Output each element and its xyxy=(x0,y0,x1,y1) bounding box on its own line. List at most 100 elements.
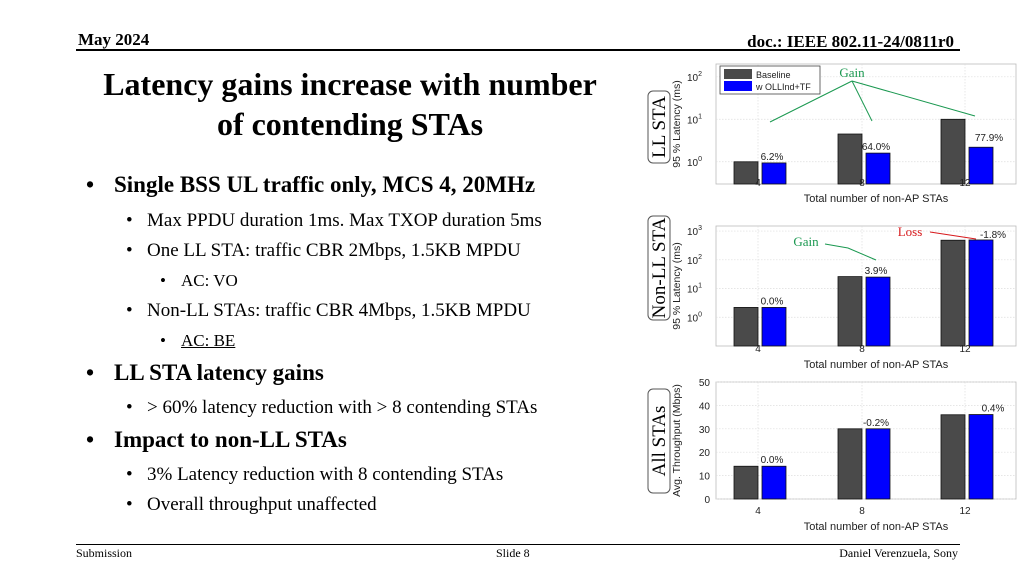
bar-baseline xyxy=(940,414,966,500)
bar-ollind xyxy=(968,414,994,500)
legend-swatch xyxy=(724,81,752,91)
bar-baseline xyxy=(837,428,863,500)
header-doc-id: doc.: IEEE 802.11-24/0811r0 xyxy=(747,32,954,51)
data-label: -1.8% xyxy=(980,230,1006,241)
loss-pointer xyxy=(929,231,977,240)
x-tick-label: 8 xyxy=(859,344,865,355)
y-tick-exponent: 3 xyxy=(698,225,702,232)
bullet-item: • Non-LL STAs: traffic CBR 4Mbps, 1.5KB M… xyxy=(126,300,531,321)
gain-pointer xyxy=(824,243,877,261)
y-tick-label: 101 xyxy=(687,113,702,126)
gain-pointer xyxy=(851,80,873,122)
legend-swatch xyxy=(724,69,752,79)
bullet-item: • Max PPDU duration 1ms. Max TXOP duratio… xyxy=(126,210,542,231)
bullet-item: • One LL STA: traffic CBR 2Mbps, 1.5KB MP… xyxy=(126,240,521,261)
y-tick-label: 102 xyxy=(687,254,702,267)
bullet-dot-icon: • xyxy=(160,331,166,350)
legend-label: Baseline xyxy=(756,70,791,80)
bar-baseline xyxy=(837,276,863,347)
legend-label: w OLLInd+TF xyxy=(755,82,811,92)
y-axis-label: 95 % Latency (ms) xyxy=(671,242,683,330)
side-label-box xyxy=(647,90,671,164)
y-tick-label: 101 xyxy=(687,283,702,296)
bar-ollind xyxy=(968,239,994,347)
charts-panel: 100 101 102 4 6.2% 8 64.0% 12 77.9% Total number … xyxy=(640,56,1024,536)
bullet-item: • 3% Latency reduction with 8 contending … xyxy=(126,464,504,485)
side-label: Non-LL STA xyxy=(649,217,670,318)
data-label: 0.0% xyxy=(761,296,784,307)
y-tick-exponent: 0 xyxy=(698,311,702,318)
bullet-item: • Overall throughput unaffected xyxy=(126,494,377,515)
data-label: 0.0% xyxy=(761,455,784,466)
bullet-item: • Single BSS UL traffic only, MCS 4, 20MH… xyxy=(86,172,536,197)
bar-baseline xyxy=(837,133,863,185)
y-tick-label: 40 xyxy=(699,401,711,412)
y-tick-label: 30 xyxy=(699,425,711,436)
x-tick-label: 12 xyxy=(959,344,971,355)
footer-divider xyxy=(76,544,960,545)
side-label-box xyxy=(647,215,671,321)
x-tick-label: 8 xyxy=(859,178,865,189)
bar-baseline xyxy=(940,239,966,347)
footer-author: Daniel Verenzuela, Sony xyxy=(839,546,958,560)
y-tick-label: 10 xyxy=(699,472,711,483)
bullet-item: • LL STA latency gains xyxy=(86,360,324,385)
x-axis-label: Total number of non-AP STAs xyxy=(804,193,949,205)
data-label: 3.9% xyxy=(865,266,888,277)
gain-annotation: Gain xyxy=(839,65,865,80)
data-label: 6.2% xyxy=(761,152,784,163)
bar-ollind xyxy=(761,307,787,347)
bullet-item: • AC: VO xyxy=(160,271,238,290)
y-tick-exponent: 2 xyxy=(698,71,702,78)
slide-title: Latency gains increase with number of co… xyxy=(70,64,630,144)
y-tick-label: 100 xyxy=(687,311,702,324)
bullet-dot-icon: • xyxy=(126,494,133,515)
bar-baseline xyxy=(733,307,759,347)
data-label: 64.0% xyxy=(862,142,890,153)
bar-baseline xyxy=(940,118,966,185)
data-label: 77.9% xyxy=(975,133,1003,144)
x-tick-label: 12 xyxy=(959,506,971,517)
bullet-item: • > 60% latency reduction with > 8 conten… xyxy=(126,397,538,418)
bullet-item: • AC: BE xyxy=(160,331,236,350)
y-tick-label: 100 xyxy=(687,156,702,169)
gain-pointer xyxy=(851,80,976,117)
bar-baseline xyxy=(733,465,759,500)
gain-pointer xyxy=(769,80,853,123)
y-tick-label: 103 xyxy=(687,225,702,238)
side-label: LL STA xyxy=(649,96,670,158)
header-divider xyxy=(76,49,960,51)
bullet-dot-icon: • xyxy=(126,464,133,485)
bullet-dot-icon: • xyxy=(126,397,133,418)
bullet-dot-icon: • xyxy=(126,210,133,231)
y-tick-exponent: 1 xyxy=(698,113,702,120)
y-tick-exponent: 1 xyxy=(698,283,702,290)
y-tick-exponent: 0 xyxy=(698,156,702,163)
loss-annotation: Loss xyxy=(898,224,923,239)
y-tick-label: 0 xyxy=(704,495,710,506)
bullet-dot-icon: • xyxy=(160,271,166,290)
bar-ollind xyxy=(865,428,891,500)
header-date: May 2024 xyxy=(78,30,150,49)
y-tick-label: 20 xyxy=(699,448,711,459)
bullet-item: • Impact to non-LL STAs xyxy=(86,427,347,452)
x-tick-label: 4 xyxy=(755,178,761,189)
y-tick-exponent: 2 xyxy=(698,254,702,261)
bullet-dot-icon: • xyxy=(86,172,95,197)
bar-baseline xyxy=(733,161,759,185)
bullet-dot-icon: • xyxy=(126,300,133,321)
footer-submission: Submission xyxy=(76,546,133,560)
y-tick-label: 50 xyxy=(699,378,711,389)
x-axis-label: Total number of non-AP STAs xyxy=(804,521,949,533)
bar-ollind xyxy=(968,146,994,185)
y-axis-label: 95 % Latency (ms) xyxy=(671,80,683,168)
y-axis-label: Avg. Throughput (Mbps) xyxy=(671,384,683,497)
x-tick-label: 12 xyxy=(959,178,971,189)
x-axis-label: Total number of non-AP STAs xyxy=(804,359,949,371)
bullet-dot-icon: • xyxy=(126,240,133,261)
data-label: 0.4% xyxy=(982,404,1005,415)
x-tick-label: 8 xyxy=(859,506,865,517)
gain-annotation: Gain xyxy=(793,234,819,249)
footer-slide-number: Slide 8 xyxy=(496,546,530,560)
